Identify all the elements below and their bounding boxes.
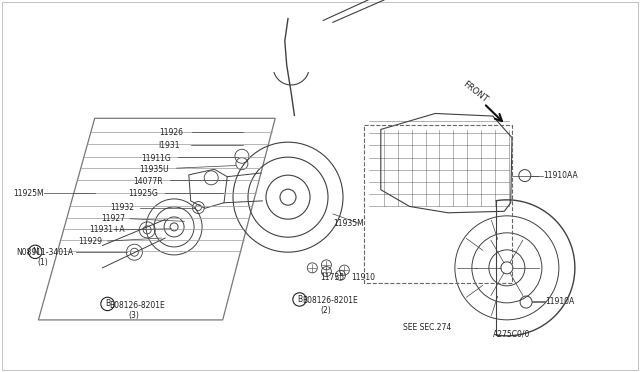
Text: B: B xyxy=(105,299,110,308)
Text: 11911G: 11911G xyxy=(141,154,170,163)
Text: 11735: 11735 xyxy=(320,273,344,282)
Text: B08126-8201E: B08126-8201E xyxy=(109,301,164,310)
Text: 14077R: 14077R xyxy=(133,177,163,186)
Text: 11925M: 11925M xyxy=(13,189,44,198)
Text: 11935M: 11935M xyxy=(333,219,364,228)
Text: FRONT: FRONT xyxy=(461,80,489,105)
Text: 11935U: 11935U xyxy=(140,165,169,174)
Text: 11910AA: 11910AA xyxy=(543,171,577,180)
Text: 11910: 11910 xyxy=(351,273,375,282)
Text: 11929: 11929 xyxy=(78,237,102,246)
Text: (3): (3) xyxy=(128,311,139,320)
Text: 11926: 11926 xyxy=(159,128,183,137)
Text: B08126-8201E: B08126-8201E xyxy=(302,296,358,305)
Text: B: B xyxy=(297,295,302,304)
Text: 11932: 11932 xyxy=(110,203,134,212)
Text: (2): (2) xyxy=(320,306,331,315)
Text: 11910A: 11910A xyxy=(545,297,575,306)
Text: SEE SEC.274: SEE SEC.274 xyxy=(403,323,451,332)
Text: (1): (1) xyxy=(37,258,48,267)
Text: A275C0/0: A275C0/0 xyxy=(493,330,530,339)
Text: 11927: 11927 xyxy=(101,214,125,223)
Text: N: N xyxy=(33,247,38,256)
Text: 11925G: 11925G xyxy=(128,189,158,198)
Text: N08911-3401A: N08911-3401A xyxy=(16,248,73,257)
Text: I1931: I1931 xyxy=(159,141,180,150)
Text: 11931+A: 11931+A xyxy=(90,225,125,234)
